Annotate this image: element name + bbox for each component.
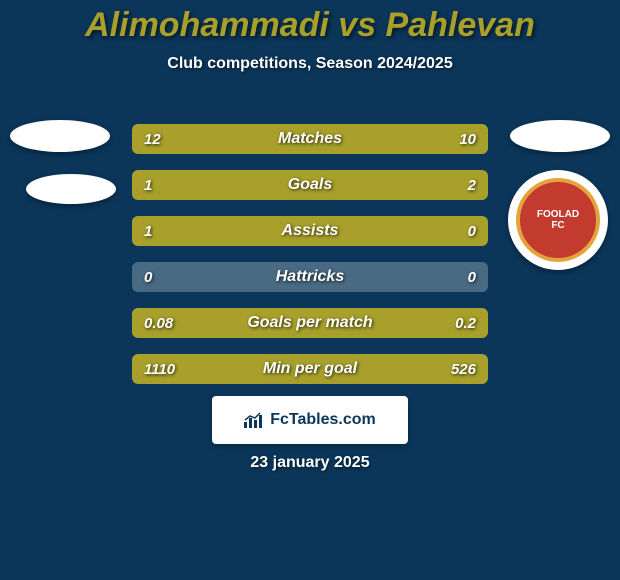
fctables-badge: FcTables.com [212,396,408,444]
page-title: Alimohammadi vs Pahlevan [0,0,620,45]
stat-row: Min per goal1110 526 [132,354,488,384]
stat-row: Matches12 10 [132,124,488,154]
player-right-avatar-1 [510,120,610,152]
page-subtitle: Club competitions, Season 2024/2025 [0,55,620,73]
stats-bars: Matches1210Goals12Assists10Hattricks00Go… [132,124,488,400]
player-left-avatar-2 [26,174,116,204]
club-badge-sub: FC [551,220,564,231]
stat-label: Assists [132,222,488,240]
stat-row: Assists1 0 [132,216,488,246]
stat-label: Goals [132,176,488,194]
stat-row: Goals1 2 [132,170,488,200]
stat-value-right: 0 [468,223,476,240]
stat-value-left: 1110 [144,361,175,378]
stat-value-right: 2 [468,177,476,194]
stat-value-left: 1 [144,223,152,240]
stat-value-right: 10 [459,131,476,148]
stat-row: Hattricks0 0 [132,262,488,292]
stat-label: Hattricks [132,268,488,286]
player-left-avatar-1 [10,120,110,152]
stat-value-left: 12 [144,131,161,148]
chart-icon [244,412,264,428]
stat-label: Matches [132,130,488,148]
stat-value-right: 0 [468,269,476,286]
comparison-infographic: Alimohammadi vs Pahlevan Club competitio… [0,0,620,580]
club-badge-text: FOOLAD [537,209,579,220]
stat-row: Goals per match0.08 0.2 [132,308,488,338]
club-badge-right: FOOLAD FC [508,170,608,270]
stat-value-right: 526 [451,361,476,378]
stat-value-left: 1 [144,177,152,194]
fctables-brand-text: FcTables.com [270,411,376,429]
stat-value-left: 0 [144,269,152,286]
stat-value-right: 0.2 [455,315,476,332]
stat-label: Min per goal [132,360,488,378]
stat-label: Goals per match [132,314,488,332]
stat-value-left: 0.08 [144,315,173,332]
footer-date: 23 january 2025 [0,454,620,472]
club-badge-inner: FOOLAD FC [516,178,600,262]
